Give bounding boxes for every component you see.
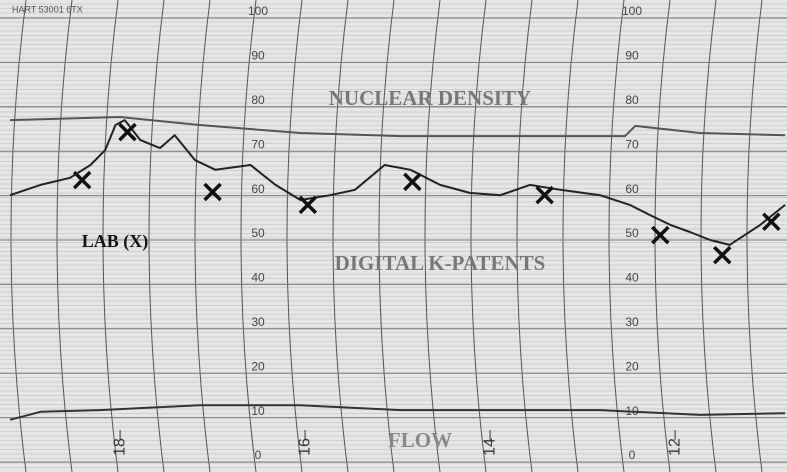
y-tick-label: 40 [251,271,265,285]
y-tick-label: 80 [251,93,265,107]
series-label: FLOW [388,428,452,452]
y-tick-label: 70 [251,137,265,151]
y-tick-label: 20 [625,359,639,373]
series-label: NUCLEAR DENSITY [329,86,531,110]
y-tick-label: 30 [251,315,265,329]
y-tick-label: 20 [251,359,265,373]
y-tick-label: 0 [255,448,262,462]
y-tick-label: 40 [625,271,639,285]
y-tick-label: 100 [622,4,642,18]
series-label: DIGITAL K-PATENTS [335,251,546,275]
strip-chart: HART 53001 6TX 0010102020303040405050606… [0,0,787,472]
x-tick-label: 18 [111,438,128,456]
y-tick-label: 100 [248,4,268,18]
x-tick-label: 16 [296,438,313,456]
y-tick-label: 90 [251,49,265,63]
y-tick-label: 90 [625,49,639,63]
y-tick-label: 60 [251,182,265,196]
series-label: LAB (X) [82,231,149,252]
y-tick-label: 50 [251,226,265,240]
y-tick-label: 80 [625,93,639,107]
y-tick-label: 0 [629,448,636,462]
chart-id: HART 53001 6TX [12,4,83,14]
y-tick-label: 50 [625,226,639,240]
x-tick-label: 12 [666,438,683,456]
y-tick-label: 70 [625,137,639,151]
y-tick-label: 30 [625,315,639,329]
x-tick-label: 14 [481,438,498,456]
y-tick-label: 60 [625,182,639,196]
